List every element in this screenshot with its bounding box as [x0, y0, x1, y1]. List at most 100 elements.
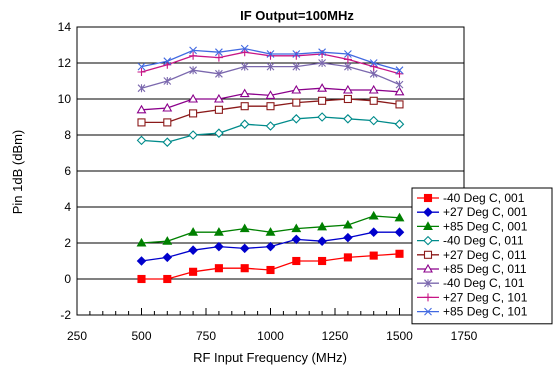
data-point — [188, 245, 198, 255]
data-point — [136, 135, 147, 146]
data-point — [265, 227, 276, 236]
data-point — [318, 96, 327, 105]
x-tick-label: 750 — [196, 329, 216, 343]
data-point — [368, 115, 379, 126]
data-point — [395, 100, 404, 109]
data-point — [239, 88, 250, 98]
x-axis-label: RF Input Frequency (MHz) — [193, 350, 347, 365]
legend-marker — [424, 307, 432, 316]
data-point — [215, 48, 223, 57]
data-point — [317, 221, 328, 231]
data-point — [291, 223, 302, 233]
series-1 — [137, 249, 404, 284]
data-point — [343, 253, 352, 262]
data-point — [291, 84, 302, 94]
data-point — [317, 236, 327, 246]
data-point — [162, 137, 173, 147]
data-point — [239, 223, 250, 233]
data-point — [136, 237, 147, 247]
legend-item: +85 Deg C, 001 — [417, 219, 528, 233]
legend-label: +27 Deg C, 001 — [443, 205, 528, 219]
data-point — [368, 84, 379, 94]
y-axis-label: Pin 1dB (dBm) — [10, 130, 25, 215]
data-point — [395, 80, 404, 89]
data-point — [214, 264, 223, 273]
data-point — [369, 69, 378, 78]
data-point — [162, 236, 173, 245]
data-point — [189, 267, 198, 276]
data-point — [317, 83, 328, 92]
data-point — [213, 93, 224, 103]
legend-label: +27 Deg C, 101 — [443, 290, 528, 304]
legend-item: +85 Deg C, 101 — [417, 305, 528, 319]
data-point — [395, 249, 404, 258]
y-tick-label: 10 — [58, 92, 72, 106]
legend-item: -40 Deg C, 011 — [417, 234, 524, 248]
legend-item: +27 Deg C, 001 — [417, 205, 528, 219]
data-point — [163, 60, 172, 69]
data-point — [240, 44, 249, 53]
legend-label: +85 Deg C, 101 — [443, 305, 528, 319]
plot-area: 250 500 750 1000 1250 1500 1750 -2 0 2 4 6 8 10 12 14 — [58, 20, 478, 343]
legend-item: -40 Deg C, 001 — [417, 191, 525, 205]
data-point — [163, 274, 172, 284]
data-point — [291, 234, 302, 245]
x-tick-label: 1750 — [451, 329, 478, 343]
data-point — [266, 51, 275, 60]
series-9 — [137, 44, 404, 75]
data-point — [189, 109, 198, 118]
data-point — [368, 227, 379, 237]
data-point — [214, 53, 223, 62]
data-point — [318, 256, 327, 266]
legend-item: -40 Deg C, 101 — [417, 276, 525, 290]
data-point — [214, 105, 223, 114]
data-point — [317, 112, 327, 122]
data-point — [343, 114, 353, 124]
legend-marker — [424, 279, 432, 288]
data-point — [292, 51, 301, 60]
data-point — [394, 227, 405, 237]
data-point — [137, 274, 146, 284]
data-point — [266, 102, 275, 111]
x-tick-label: 250 — [67, 329, 87, 343]
data-point — [318, 59, 326, 67]
x-tick-label: 1250 — [322, 329, 349, 343]
data-point — [188, 227, 199, 236]
legend-item: +27 Deg C, 011 — [417, 248, 527, 262]
y-tick-label: 2 — [64, 236, 71, 250]
data-point — [292, 256, 301, 266]
series-7 — [137, 59, 404, 93]
legend-marker — [424, 293, 432, 302]
data-point — [292, 50, 301, 58]
data-point — [240, 264, 249, 273]
data-point — [189, 51, 198, 60]
series-2 — [136, 227, 405, 266]
data-point — [292, 62, 301, 71]
data-point — [162, 252, 173, 263]
data-point — [214, 241, 224, 252]
legend-label: -40 Deg C, 011 — [443, 234, 524, 248]
series-4 — [136, 112, 405, 147]
legend-item: +27 Deg C, 101 — [417, 290, 528, 304]
legend-label: +85 Deg C, 001 — [443, 219, 528, 233]
legend-label: +85 Deg C, 011 — [443, 262, 527, 276]
data-point — [188, 93, 199, 103]
series-5 — [137, 94, 404, 127]
data-point — [394, 119, 405, 129]
data-point — [265, 121, 276, 131]
data-point — [137, 62, 146, 71]
data-point — [394, 86, 405, 96]
data-point — [266, 50, 275, 58]
data-point — [265, 241, 276, 252]
data-point — [239, 243, 250, 254]
y-tick-label: 4 — [64, 200, 71, 214]
legend-box — [411, 187, 553, 325]
data-point — [163, 57, 172, 66]
series-8 — [137, 48, 404, 78]
series-3 — [136, 210, 405, 247]
y-tick-label: -2 — [60, 308, 71, 322]
data-point — [369, 59, 378, 67]
data-point — [137, 84, 146, 93]
data-point — [137, 68, 146, 76]
